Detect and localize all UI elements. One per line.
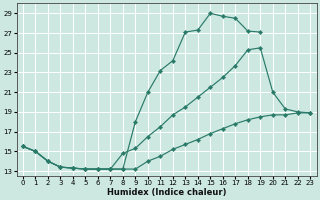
X-axis label: Humidex (Indice chaleur): Humidex (Indice chaleur) [107,188,226,197]
